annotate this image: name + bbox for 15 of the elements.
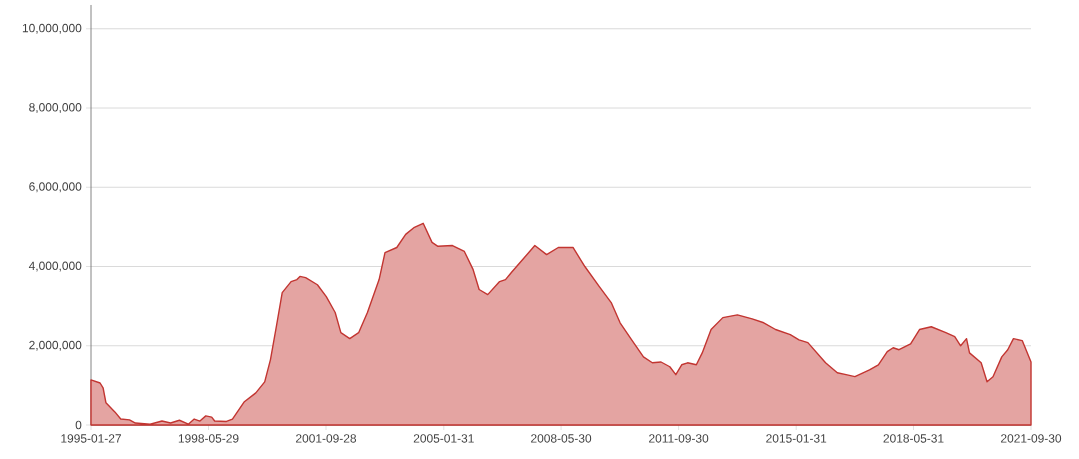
- y-tick-label: 8,000,000: [29, 103, 82, 113]
- x-tick-label: 2015-01-31: [766, 434, 827, 443]
- x-tick-label: 2018-05-31: [883, 434, 944, 443]
- x-tick-label: 2011-09-30: [649, 434, 709, 443]
- x-tick-label: 1998-05-29: [178, 434, 239, 443]
- y-tick-label: 6,000,000: [29, 182, 82, 193]
- x-tick-label: 2021-09-30: [1001, 434, 1062, 443]
- x-tick-label: 2005-01-31: [413, 434, 474, 443]
- x-tick-label: 2001-09-28: [296, 434, 357, 443]
- x-tick-label: 1995-01-27: [61, 434, 121, 443]
- y-tick-label: 4,000,000: [28, 261, 82, 272]
- y-tick-label: 10,000,000: [22, 23, 82, 34]
- x-tick-label: 2008-05-30: [531, 434, 592, 443]
- y-tick-label: 0: [75, 420, 82, 430]
- y-tick-label: 2,000,000: [29, 340, 82, 351]
